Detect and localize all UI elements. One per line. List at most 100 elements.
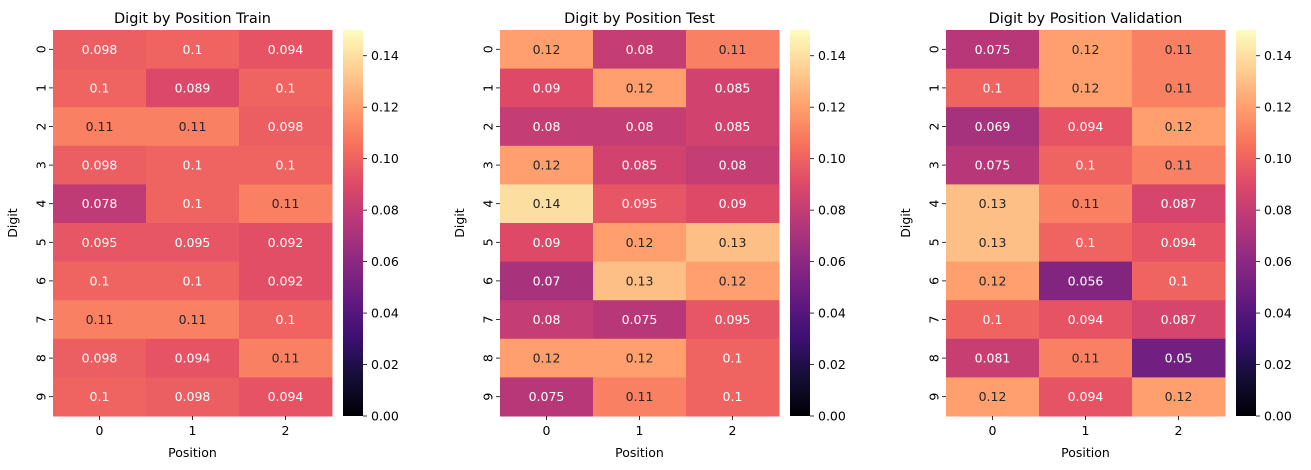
cell-value-label: 0.094 — [1068, 312, 1104, 327]
heatmap-cell — [53, 223, 147, 263]
heatmap-cell — [946, 377, 1040, 417]
heatmap-cell — [53, 184, 147, 224]
cell-value-label: 0.11 — [272, 196, 300, 211]
cell-value-label: 0.11 — [1165, 80, 1193, 95]
heatmap-cell — [239, 300, 333, 340]
cell-value-label: 0.1 — [183, 273, 203, 288]
cell-value-label: 0.12 — [1165, 389, 1193, 404]
heatmap-cell — [500, 107, 594, 147]
y-tick-label: 0 — [480, 45, 495, 53]
cell-value-label: 0.11 — [179, 312, 207, 327]
y-tick-label: 6 — [33, 277, 48, 285]
y-tick-label: 1 — [926, 84, 941, 92]
heatmap-cell — [686, 261, 780, 301]
y-tick-label: 2 — [33, 123, 48, 131]
cell-value-label: 0.078 — [82, 196, 118, 211]
heatmap-cell — [53, 338, 147, 378]
x-tick-label: 1 — [1082, 423, 1090, 438]
colorbar — [343, 30, 363, 416]
heatmap-cell — [53, 261, 147, 301]
cell-value-label: 0.098 — [175, 389, 211, 404]
colorbar-tick-label: 0.00 — [818, 409, 846, 424]
x-tick-label: 2 — [1175, 423, 1183, 438]
heatmap-cell — [593, 107, 687, 147]
heatmap-cell — [1039, 184, 1133, 224]
heatmap-cell — [146, 145, 240, 185]
cell-value-label: 0.098 — [82, 42, 118, 57]
cell-value-label: 0.095 — [715, 312, 751, 327]
cell-value-label: 0.12 — [626, 80, 654, 95]
heatmap-cell — [239, 184, 333, 224]
cell-value-label: 0.069 — [975, 119, 1011, 134]
cell-value-label: 0.08 — [533, 119, 561, 134]
cell-value-label: 0.11 — [1072, 351, 1100, 366]
y-tick-label: 5 — [33, 238, 48, 246]
cell-value-label: 0.1 — [183, 158, 203, 173]
heatmap-cell — [593, 300, 687, 340]
colorbar-tick-label: 0.10 — [818, 151, 846, 166]
heatmap-cell — [946, 68, 1040, 108]
heatmap-cell — [500, 68, 594, 108]
colorbar-tick-label: 0.10 — [1264, 151, 1292, 166]
y-tick-label: 0 — [926, 45, 941, 53]
cell-value-label: 0.09 — [533, 80, 561, 95]
heatmap-cell — [500, 223, 594, 263]
colorbar-tick-label: 0.04 — [818, 306, 846, 321]
cell-value-label: 0.12 — [533, 351, 561, 366]
heatmap-cell — [146, 261, 240, 301]
heatmap-cell — [593, 30, 687, 70]
heatmap-cell — [146, 377, 240, 417]
heatmap-cell — [1039, 300, 1133, 340]
y-tick-label: 7 — [33, 316, 48, 324]
cell-value-label: 0.12 — [1165, 119, 1193, 134]
cell-value-label: 0.1 — [1169, 273, 1189, 288]
colorbar-tick-label: 0.08 — [818, 203, 846, 218]
heatmap-cell — [239, 30, 333, 70]
cell-value-label: 0.094 — [268, 389, 304, 404]
colorbar — [1236, 30, 1256, 416]
cell-value-label: 0.094 — [1068, 389, 1104, 404]
cell-value-label: 0.12 — [979, 273, 1007, 288]
heatmap-cell — [686, 377, 780, 417]
heatmap-cell — [946, 184, 1040, 224]
x-axis-label: Position — [615, 445, 664, 460]
y-tick-label: 1 — [33, 84, 48, 92]
y-tick-label: 9 — [926, 393, 941, 401]
cell-value-label: 0.12 — [626, 235, 654, 250]
heatmap-cell — [1039, 338, 1133, 378]
heatmap-cell — [239, 338, 333, 378]
heatmap-cell — [946, 145, 1040, 185]
cell-value-label: 0.1 — [276, 80, 296, 95]
cell-value-label: 0.09 — [533, 235, 561, 250]
heatmap-cell — [1132, 223, 1226, 263]
heatmap-cell — [593, 184, 687, 224]
cell-value-label: 0.095 — [82, 235, 118, 250]
heatmap-cell — [1132, 184, 1226, 224]
colorbar-tick-label: 0.06 — [371, 254, 399, 269]
colorbar-tick-label: 0.14 — [1264, 48, 1292, 63]
colorbar-tick-label: 0.06 — [1264, 254, 1292, 269]
colorbar-tick-label: 0.10 — [371, 151, 399, 166]
colorbar-tick-label: 0.14 — [371, 48, 399, 63]
y-tick-label: 2 — [480, 123, 495, 131]
cell-value-label: 0.056 — [1068, 273, 1104, 288]
heatmap-cell — [1132, 145, 1226, 185]
heatmap-cell — [53, 30, 147, 70]
cell-value-label: 0.12 — [719, 273, 747, 288]
heatmap-cell — [946, 338, 1040, 378]
colorbar-tick-label: 0.08 — [371, 203, 399, 218]
x-tick-label: 1 — [189, 423, 197, 438]
y-tick-label: 8 — [480, 354, 495, 362]
heatmap-cell — [500, 377, 594, 417]
heatmap-cell — [1039, 223, 1133, 263]
heatmap-cell — [500, 145, 594, 185]
heatmap-cell — [146, 68, 240, 108]
chart-title: Digit by Position Validation — [989, 11, 1183, 27]
cell-value-label: 0.087 — [1161, 196, 1197, 211]
heatmap-cell — [1039, 261, 1133, 301]
y-axis-label: Digit — [452, 208, 467, 238]
cell-value-label: 0.13 — [979, 196, 1007, 211]
cell-value-label: 0.12 — [1072, 42, 1100, 57]
cell-value-label: 0.11 — [1165, 42, 1193, 57]
y-tick-label: 3 — [480, 161, 495, 169]
